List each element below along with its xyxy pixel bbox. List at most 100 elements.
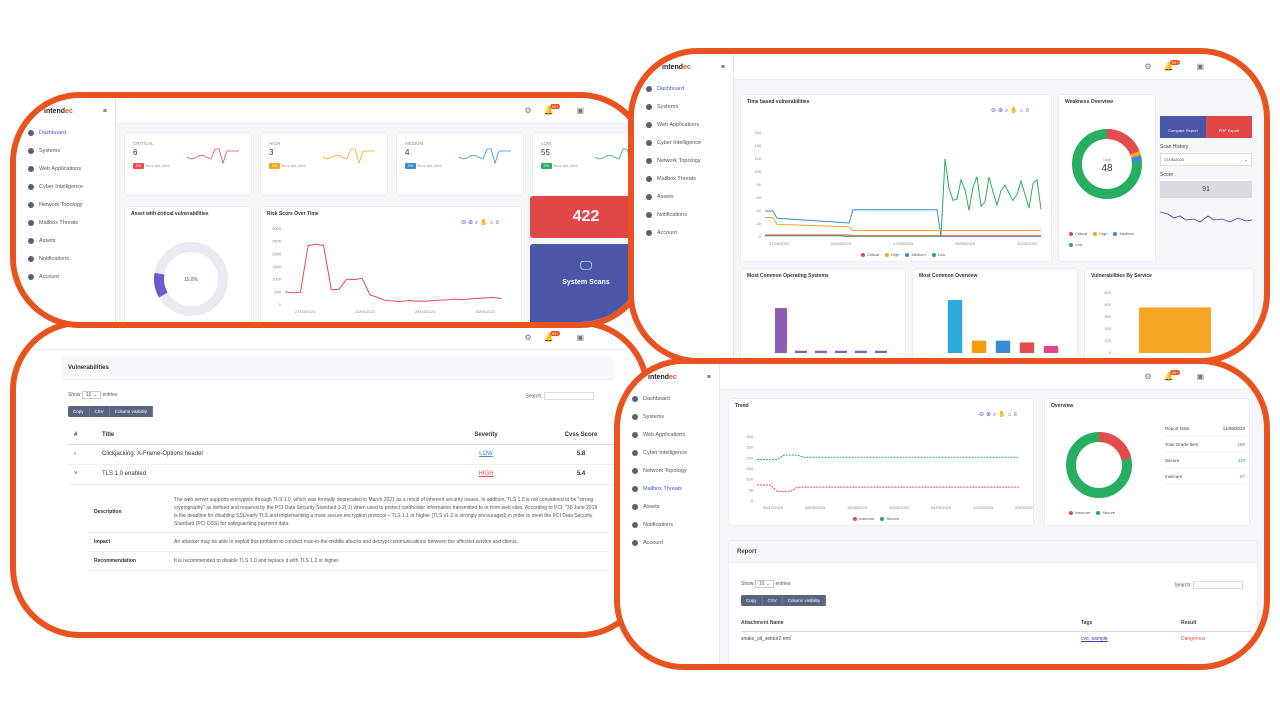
bar[interactable] [995, 340, 1011, 353]
menu-icon[interactable]: ≡ [706, 373, 711, 381]
sidebar-item[interactable]: Cyber Intelligence [16, 178, 115, 196]
expand-toggle-icon[interactable]: › [74, 451, 76, 457]
legend-item[interactable]: Secure [880, 516, 899, 521]
export-button[interactable]: CSV [763, 595, 783, 606]
sidebar-item[interactable]: Mailbox Threats [16, 214, 115, 232]
legend-item[interactable]: High [885, 252, 899, 257]
table-row[interactable]: ˅ TLS 1.0 enabled HIGH 5.4 [68, 464, 616, 484]
sidebar-item[interactable]: Systems [16, 142, 115, 160]
bar[interactable] [1043, 345, 1059, 353]
user-icon[interactable]: ▣ [576, 106, 584, 115]
sidebar-item[interactable]: Network Topology [634, 152, 733, 170]
severity-link[interactable]: HIGH [478, 471, 494, 477]
sidebar-item[interactable]: Web Applications [634, 116, 733, 134]
severity-link[interactable]: LOW [479, 451, 493, 457]
sidebar-item[interactable]: Systems [620, 408, 719, 426]
sidebar-item[interactable]: Cyber Intelligence [634, 134, 733, 152]
expand-toggle-icon[interactable]: ˅ [74, 471, 78, 477]
legend-item[interactable]: Low [931, 252, 945, 257]
bar[interactable] [855, 350, 867, 353]
sidebar-item[interactable]: Dashboard [634, 80, 733, 98]
column-header[interactable]: Cvss Score [564, 431, 598, 438]
export-button[interactable]: Column visibility [783, 595, 827, 606]
sidebar-item[interactable]: Mailbox Threats [620, 480, 719, 498]
user-icon[interactable]: ▣ [1196, 372, 1204, 381]
settings-icon[interactable]: ⚙ [524, 106, 532, 115]
legend-item[interactable]: Insecure [1069, 510, 1090, 515]
bar[interactable] [947, 300, 963, 353]
menu-icon[interactable]: ≡ [720, 63, 725, 71]
bar[interactable] [1019, 342, 1035, 353]
chart-toolbar-icons[interactable]: ⊖⊕⌕✋⌂≡ [460, 220, 501, 226]
entries-select[interactable]: 10 ⌄ [754, 580, 775, 588]
bell-icon[interactable]: 🔔99+ [1163, 60, 1181, 71]
compare-report-button[interactable]: Compare Report [1160, 116, 1206, 138]
settings-icon[interactable]: ⚙ [1144, 372, 1152, 381]
legend-item[interactable]: Critical [861, 252, 879, 257]
sidebar-item[interactable]: Account [634, 224, 733, 242]
column-header[interactable]: # [74, 431, 78, 438]
chart-toolbar-icons[interactable]: ⊖⊕⌕✋⌂≡ [978, 412, 1019, 418]
export-button[interactable]: Column visibility [110, 406, 154, 417]
column-header[interactable]: Tags [1081, 619, 1093, 626]
column-header[interactable]: Result [1181, 619, 1197, 626]
bar[interactable] [875, 350, 887, 353]
sidebar-item[interactable]: Assets [16, 232, 115, 250]
sidebar-item[interactable]: Notifications [16, 250, 115, 268]
bar[interactable] [795, 350, 807, 353]
export-button[interactable]: Copy [68, 406, 90, 417]
sidebar-item[interactable]: Account [620, 534, 719, 552]
menu-icon[interactable]: ≡ [102, 107, 107, 115]
sidebar-item[interactable]: Notifications [634, 206, 733, 224]
settings-icon[interactable]: ⚙ [1144, 62, 1152, 71]
bar[interactable] [1139, 307, 1211, 353]
scan-history-select[interactable]: 17/06/2023 ⌄ [1160, 153, 1252, 166]
pdf-export-button[interactable]: PDF Export [1206, 116, 1252, 138]
severity-stat-card[interactable]: MEDIUM 4 0% Since last week [396, 132, 524, 196]
export-button[interactable]: CSV [90, 406, 110, 417]
severity-stat-card[interactable]: HIGH 3 0% Since last week [260, 132, 388, 196]
sidebar-item[interactable]: Systems [634, 98, 733, 116]
bell-icon[interactable]: 🔔99+ [543, 104, 561, 115]
user-icon[interactable]: ▣ [1196, 62, 1204, 71]
search-input[interactable] [544, 392, 594, 400]
bell-icon[interactable]: 🔔99+ [543, 331, 561, 342]
sidebar-item[interactable]: Dashboard [620, 390, 719, 408]
export-button[interactable]: Copy [741, 595, 763, 606]
risk-score-tile[interactable]: 422 [530, 196, 642, 238]
entries-select[interactable]: 10 ⌄ [81, 391, 102, 399]
table-row[interactable]: snake_oil_sektor2.eml cve, sample Danger… [741, 631, 1251, 647]
severity-stat-card[interactable]: LOW 55 0% Since last week [532, 132, 644, 196]
sidebar-item[interactable]: Assets [620, 498, 719, 516]
legend-item[interactable]: Low [1069, 242, 1082, 247]
sidebar-item[interactable]: Web Applications [620, 426, 719, 444]
settings-icon[interactable]: ⚙ [524, 333, 532, 342]
legend-item[interactable]: Critical [1069, 231, 1087, 236]
bell-icon[interactable]: 🔔99+ [1163, 370, 1181, 381]
sidebar-item[interactable]: Cyber Intelligence [620, 444, 719, 462]
table-row[interactable]: › Clickjacking: X-Frame-Options header L… [68, 444, 616, 464]
tag-link[interactable]: cve, sample [1081, 636, 1108, 643]
sidebar-item[interactable]: Assets [634, 188, 733, 206]
column-header[interactable]: Attachment Name [741, 619, 784, 626]
legend-item[interactable]: Insecure [853, 516, 874, 521]
legend-item[interactable]: Medium [1113, 231, 1134, 236]
sidebar-item[interactable]: Web Applications [16, 160, 115, 178]
sidebar-item[interactable]: Dashboard [16, 124, 115, 142]
user-icon[interactable]: ▣ [576, 333, 584, 342]
sidebar-item[interactable]: Network Topology [16, 196, 115, 214]
bar[interactable] [835, 350, 847, 353]
severity-stat-card[interactable]: CRITICAL 6 0% Since last week [124, 132, 252, 196]
search-input[interactable] [1193, 581, 1243, 589]
legend-item[interactable]: Medium [905, 252, 926, 257]
column-header[interactable]: Title [102, 431, 115, 438]
sidebar-item[interactable]: Network Topology [620, 462, 719, 480]
legend-item[interactable]: High [1093, 231, 1107, 236]
sidebar-item[interactable]: Account [16, 268, 115, 286]
legend-item[interactable]: Secure [1096, 510, 1115, 515]
system-scans-tile[interactable]: 🖵 System Scans [530, 244, 642, 322]
sidebar-item[interactable]: Mailbox Threats [634, 170, 733, 188]
chart-toolbar-icons[interactable]: ⊖⊕⌕✋⌂≡ [990, 108, 1031, 114]
sidebar-item[interactable]: Notifications [620, 516, 719, 534]
bar[interactable] [815, 350, 827, 353]
